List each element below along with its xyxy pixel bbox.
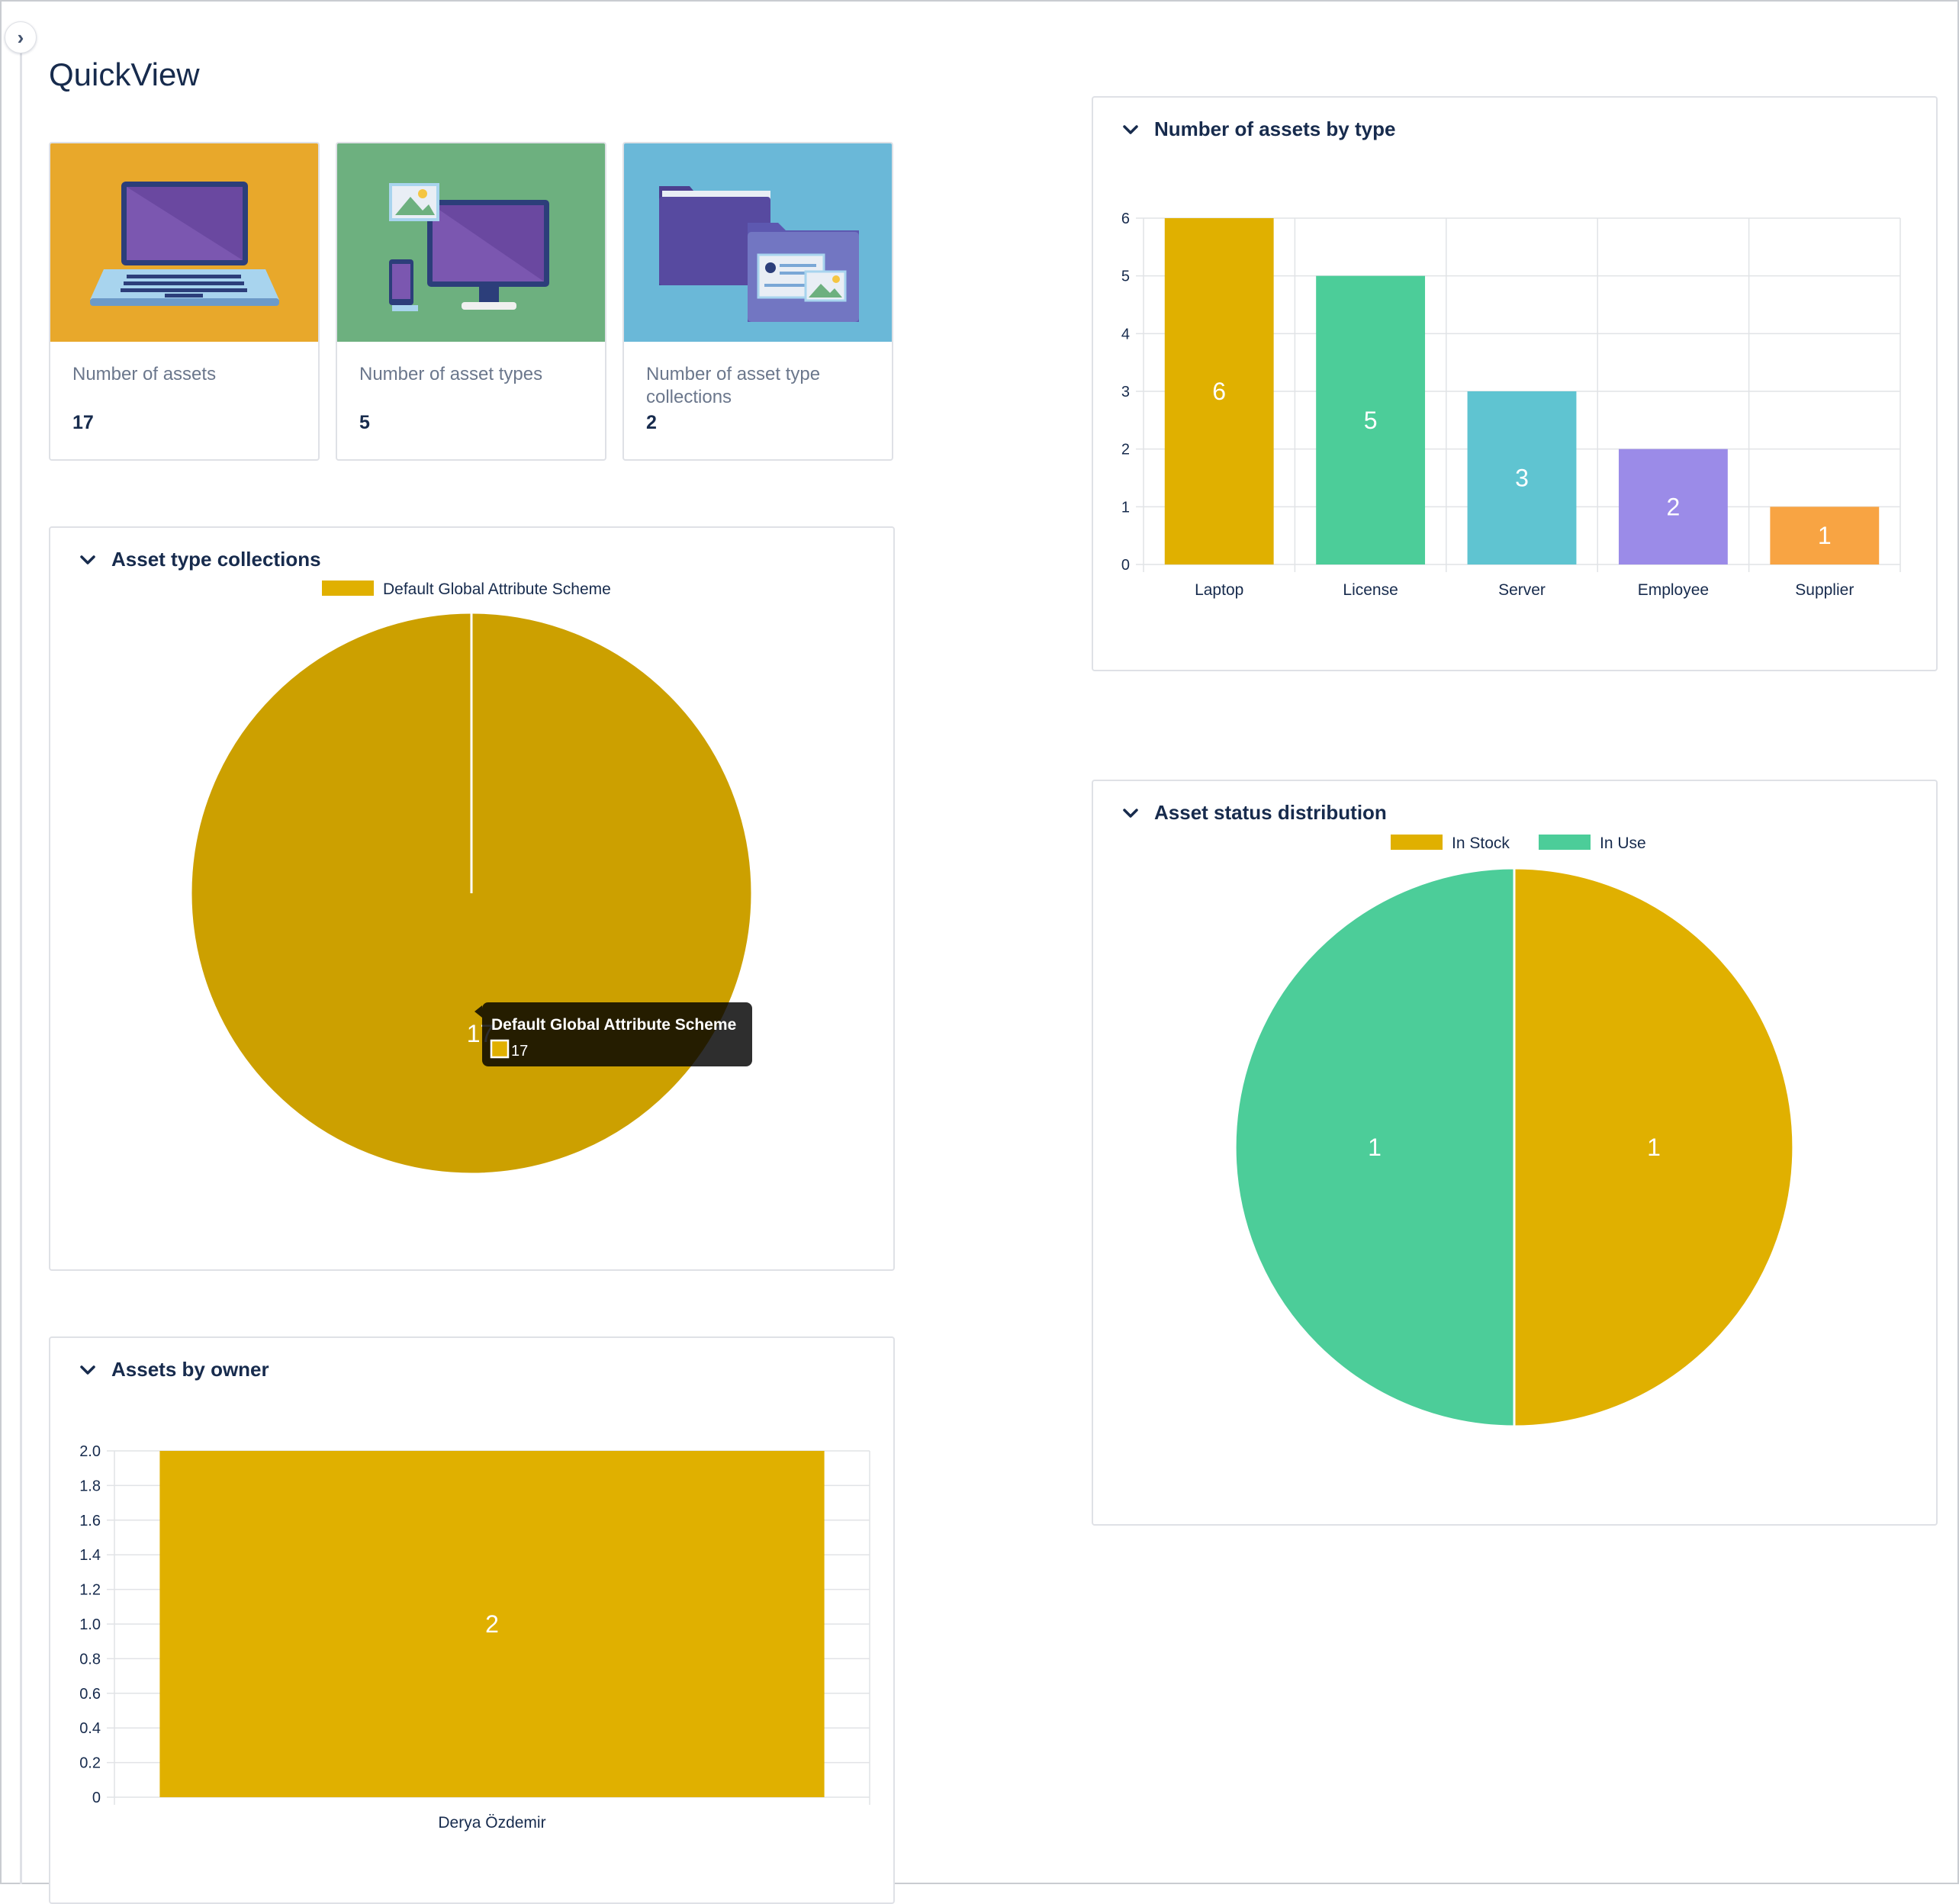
panel-toggle[interactable]: Asset type collections — [78, 548, 321, 571]
y-tick-label: 1.8 — [79, 1478, 101, 1494]
legend-label: In Stock — [1452, 835, 1510, 852]
panel-toggle[interactable]: Asset status distribution — [1121, 801, 1387, 825]
bar — [1316, 275, 1426, 564]
chart-number-of-assets-by-type: 0 1 2 3 4 5 6 6 Laptop 5 License 3 Server 2 Employee 1 S… — [1121, 211, 1901, 599]
y-tick-label: 0 — [1121, 557, 1130, 574]
card-label: Number of asset type collections — [646, 364, 821, 407]
card-number-of-assets[interactable]: Number of assets 17 — [49, 142, 320, 461]
y-tick-label: 4 — [1121, 326, 1130, 343]
y-tick-label: 2.0 — [79, 1443, 101, 1460]
slice-value-label: 1 — [1368, 1134, 1382, 1161]
panel-number-of-assets-by-type: Number of assets by type 0 1 2 3 4 5 6 6 Laptop 5… — [1092, 96, 1938, 671]
panel-title: Number of assets by type — [1154, 117, 1396, 140]
bar-value-label: 2 — [485, 1610, 499, 1638]
y-tick-label: 1 — [1121, 499, 1130, 516]
y-tick-label: 1.6 — [79, 1513, 101, 1529]
panel-toggle[interactable]: Assets by owner — [78, 1358, 269, 1381]
panel-title: Asset type collections — [111, 548, 321, 571]
legend-swatch — [1539, 835, 1591, 850]
legend-swatch — [1391, 835, 1443, 850]
bar-value-label: 6 — [1212, 378, 1226, 405]
y-tick-label: 0.8 — [79, 1651, 101, 1668]
y-tick-label: 0.6 — [79, 1686, 101, 1703]
panel-toggle[interactable]: Number of assets by type — [1121, 117, 1395, 141]
panel-asset-status-distribution: Asset status distribution In Stock In Use… — [1092, 780, 1938, 1526]
bar-value-label: 3 — [1515, 465, 1529, 492]
card-label: Number of assets — [72, 364, 217, 384]
x-tick-label: Supplier — [1795, 581, 1854, 599]
pie-tooltip: Default Global Attribute Scheme 17 — [474, 1002, 752, 1066]
card-value: 2 — [646, 412, 657, 433]
bar — [1618, 449, 1728, 564]
x-tick-label: Laptop — [1195, 581, 1243, 599]
y-tick-label: 2 — [1121, 442, 1130, 458]
legend-label: In Use — [1600, 835, 1646, 852]
card-number-of-asset-type-collections[interactable]: Number of asset type collections 2 — [622, 142, 893, 461]
panel-assets-by-owner: Assets by owner 0 0.2 0.4 0.6 0.8 1.0 1.2 1.4 1.… — [49, 1336, 895, 1904]
y-tick-label: 0.4 — [79, 1720, 101, 1737]
chevron-down-icon — [80, 555, 95, 564]
y-tick-label: 1.0 — [79, 1616, 101, 1633]
tooltip-title: Default Global Attribute Scheme — [491, 1016, 736, 1034]
chart-assets-by-owner: 0 0.2 0.4 0.6 0.8 1.0 1.2 1.4 1.6 1.8 2.0 2 Derya Öz… — [79, 1443, 870, 1832]
panel-asset-type-collections: Asset type collections Default Global At… — [49, 526, 895, 1271]
pie-slice — [1513, 867, 1795, 1428]
pie-slice — [1234, 867, 1516, 1428]
x-tick-label: License — [1343, 581, 1398, 599]
expand-sidebar-button[interactable]: › — [5, 21, 37, 53]
x-tick-label: Employee — [1638, 581, 1709, 599]
tooltip-value: 17 — [511, 1043, 528, 1060]
tooltip-box — [482, 1002, 752, 1066]
bar-value-label: 2 — [1667, 493, 1681, 520]
card-number-of-asset-types[interactable]: Number of asset types 5 — [336, 142, 606, 461]
panel-title: Assets by owner — [111, 1358, 269, 1381]
chart-asset-type-collections: Default Global Attribute Scheme17Default… — [189, 581, 754, 1176]
chevron-down-icon — [1123, 808, 1138, 818]
folders-icon — [624, 143, 892, 342]
y-tick-label: 5 — [1121, 269, 1130, 285]
bar — [159, 1451, 825, 1797]
bar — [1770, 507, 1880, 564]
devices-icon — [337, 143, 605, 342]
bar — [1164, 218, 1274, 564]
laptop-icon — [50, 143, 318, 342]
y-tick-label: 6 — [1121, 211, 1130, 227]
bar-value-label: 1 — [1818, 522, 1832, 549]
slice-value-label: 1 — [1647, 1134, 1661, 1161]
x-tick-label: Server — [1498, 581, 1546, 599]
page-title: QuickView — [49, 56, 200, 92]
y-tick-label: 1.4 — [79, 1547, 101, 1564]
y-tick-label: 0 — [92, 1790, 101, 1806]
tooltip-swatch — [490, 1039, 510, 1059]
x-tick-label: Derya Özdemir — [438, 1814, 545, 1832]
y-tick-label: 1.2 — [79, 1582, 101, 1599]
panel-title: Asset status distribution — [1154, 801, 1387, 824]
chart-asset-status-distribution: In Stock In Use 1 1 — [1234, 835, 1795, 1428]
card-label: Number of asset types — [359, 364, 543, 384]
y-tick-label: 0.2 — [79, 1755, 101, 1772]
bar — [1467, 391, 1577, 564]
card-value: 17 — [72, 412, 94, 433]
tooltip-caret — [474, 1005, 482, 1018]
legend-label: Default Global Attribute Scheme — [383, 581, 611, 598]
card-value: 5 — [359, 412, 370, 433]
legend-swatch — [322, 581, 374, 596]
sidebar-rail — [20, 31, 22, 1884]
chevron-down-icon — [80, 1365, 95, 1375]
chevron-down-icon — [1123, 124, 1138, 134]
chevron-right-icon: › — [17, 25, 24, 49]
y-tick-label: 3 — [1121, 384, 1130, 400]
bar-value-label: 5 — [1364, 407, 1378, 434]
